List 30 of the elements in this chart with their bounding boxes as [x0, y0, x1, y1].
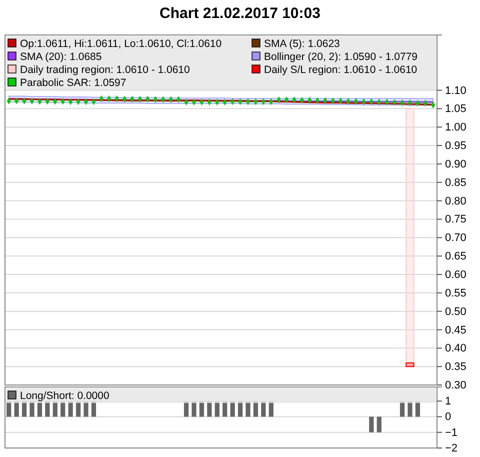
legend-label: Op:1.0611, Hi:1.0611, Lo:1.0610, Cl:1.0610 — [20, 38, 222, 50]
y-tick-label: 1 — [445, 396, 452, 408]
y-tick-label: 0.30 — [445, 380, 466, 392]
y-tick-label: 0.70 — [445, 232, 466, 244]
legend-label: SMA (20): 1.0685 — [20, 51, 102, 63]
y-tick-label: 0.35 — [445, 361, 466, 374]
y-tick-label: 0 — [445, 411, 452, 424]
y-tick-label: 0.60 — [445, 268, 466, 281]
y-tick-label: −2 — [445, 442, 458, 455]
y-tick-label: 0.90 — [445, 158, 466, 170]
legend-label: Daily trading region: 1.0610 - 1.0610 — [20, 64, 190, 76]
y-tick-label: −1 — [445, 426, 458, 439]
y-tick-label: 0.55 — [445, 287, 466, 300]
chart-title: Chart 21.02.2017 10:03 — [160, 5, 320, 22]
y-tick-label: 0.75 — [445, 214, 466, 226]
y-tick-label: 1.10 — [445, 84, 466, 97]
legend-label: Parabolic SAR: 1.0597 — [20, 77, 126, 89]
legend-label: Daily S/L region: 1.0610 - 1.0610 — [264, 64, 418, 76]
y-tick-label: 0.95 — [445, 140, 466, 152]
y-tick-label: 0.80 — [445, 195, 466, 208]
y-tick-label: 0.40 — [445, 342, 466, 355]
legend-label: SMA (5): 1.0623 — [264, 38, 340, 50]
y-tick-label: 0.85 — [445, 176, 466, 189]
legend-label: Long/Short: 0.0000 — [20, 390, 110, 402]
y-tick-label: 0.45 — [445, 324, 466, 336]
y-tick-label: 0.50 — [445, 306, 466, 318]
legend-label: Bollinger (20, 2): 1.0590 - 1.0779 — [264, 51, 418, 63]
y-tick-label: 1.05 — [445, 103, 466, 116]
y-tick-label: 1.00 — [445, 122, 466, 134]
y-tick-label: 0.65 — [445, 250, 466, 263]
